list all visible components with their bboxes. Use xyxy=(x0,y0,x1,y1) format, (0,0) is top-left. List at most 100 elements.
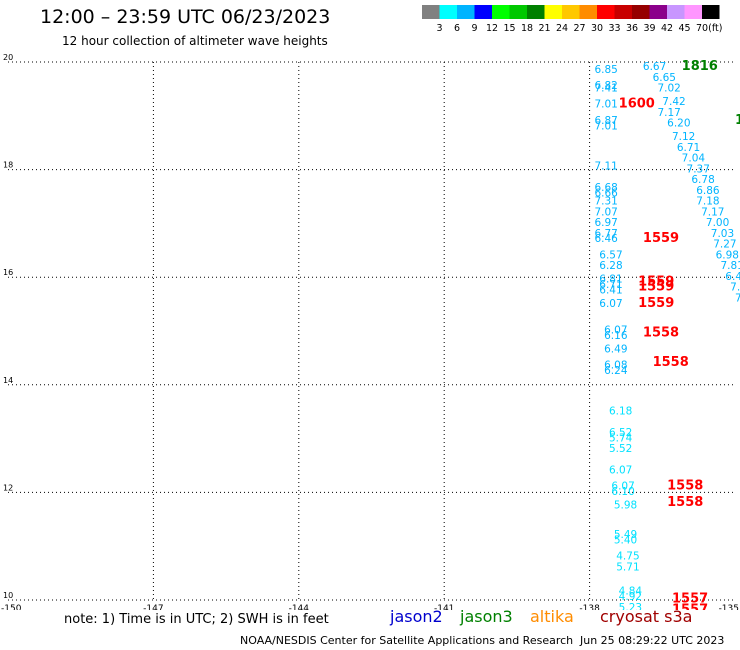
legend-swatch xyxy=(632,5,650,19)
wave-height-value: 6.24 xyxy=(604,365,628,377)
legend-swatch xyxy=(562,5,580,19)
pass-time-label: 1817 xyxy=(735,113,740,128)
legend-tick-label: 33 xyxy=(608,23,620,34)
legend-swatch xyxy=(579,5,597,19)
wave-height-value: 6.65 xyxy=(653,72,676,84)
wave-height-value: 6.71 xyxy=(599,279,622,291)
wave-height-value: 7.07 xyxy=(594,206,617,218)
wave-height-value: 7.17 xyxy=(701,206,724,218)
y-tick-label: 20 xyxy=(3,53,13,62)
pass-time-label: 1559 xyxy=(638,280,674,295)
legend-tick-label: 18 xyxy=(521,23,533,34)
x-tick-label: -138 xyxy=(579,604,600,610)
wave-height-value: 6.68 xyxy=(594,182,617,194)
wave-height-value: 6.07 xyxy=(611,481,634,493)
wave-height-value: 6.52 xyxy=(609,427,632,439)
wave-height-value: 6.66 xyxy=(594,188,618,200)
wave-height-value: 6.85 xyxy=(594,64,617,76)
wave-height-value: 7.12 xyxy=(672,131,695,143)
pass-time-label: 1559 xyxy=(638,274,674,289)
wave-height-value: 6.16 xyxy=(604,330,628,342)
wave-height-value: 6.67 xyxy=(643,61,666,73)
wave-height-value: 6.98 xyxy=(716,249,739,261)
wave-height-value: 6.87 xyxy=(594,115,617,127)
legend-swatch xyxy=(457,5,475,19)
legend-swatch xyxy=(684,5,702,19)
chart-subtitle: 12 hour collection of altimeter wave hei… xyxy=(62,34,328,48)
wave-height-value: 5.40 xyxy=(614,535,637,547)
legend-swatch xyxy=(649,5,667,19)
legend-swatch xyxy=(702,5,720,19)
wave-height-value: 7.81 xyxy=(720,260,740,272)
wave-height-value: 6.28 xyxy=(599,260,622,272)
x-tick-label: -144 xyxy=(289,604,310,610)
pass-time-label: 1558 xyxy=(667,495,703,510)
wave-height-value: 6.07 xyxy=(609,465,632,477)
wave-height-value: 6.20 xyxy=(667,118,690,130)
wave-height-value: 7.01 xyxy=(594,99,617,111)
wave-height-value: 4.92 xyxy=(619,591,642,603)
y-tick-label: 16 xyxy=(3,268,13,277)
pass-time-label: 1557 xyxy=(672,602,708,610)
wave-height-value: 5.98 xyxy=(614,500,637,512)
legend-tick-label: 42 xyxy=(661,23,673,34)
legend-tick-label: 45 xyxy=(678,23,690,34)
wave-height-value: 6.07 xyxy=(599,298,622,310)
legend-tick-label: 70 xyxy=(696,23,708,34)
pass-time-label: 1559 xyxy=(643,231,679,246)
wave-height-value: 7.45 xyxy=(730,282,740,294)
y-tick-label: 14 xyxy=(3,376,13,385)
wave-height-value: 5.52 xyxy=(609,443,632,455)
y-tick-label: 10 xyxy=(3,591,13,600)
legend-swatch xyxy=(597,5,615,19)
footer-note: note: 1) Time is in UTC; 2) SWH is in fe… xyxy=(64,612,329,627)
wave-height-value: 7.31 xyxy=(594,196,617,208)
legend-tick-label: 24 xyxy=(556,23,568,34)
wave-height-value: 6.78 xyxy=(691,174,714,186)
wave-height-value: 6.49 xyxy=(604,344,627,356)
wave-height-value: 7.03 xyxy=(711,228,734,240)
pass-time-label: 1558 xyxy=(667,479,703,494)
pass-time-label: 1557 xyxy=(672,592,708,607)
legend-tick-label: 30 xyxy=(591,23,603,34)
wave-height-value: 6.57 xyxy=(599,249,622,261)
chart-title: 12:00 – 23:59 UTC 06/23/2023 xyxy=(40,6,331,28)
wave-height-value: 6.08 xyxy=(604,360,627,372)
wave-height-value: 7.04 xyxy=(682,153,706,165)
legend-tick-label: 39 xyxy=(643,23,655,34)
legend-swatch xyxy=(509,5,527,19)
credit-text: NOAA/NESDIS Center for Satellite Applica… xyxy=(240,634,574,647)
wave-height-value: 6.81 xyxy=(599,274,622,286)
legend-swatch xyxy=(492,5,510,19)
wave-height-value: 6.97 xyxy=(594,217,617,229)
satellite-cryosat-label: cryosat s3a xyxy=(600,607,693,626)
wave-height-value: 7.11 xyxy=(594,161,617,173)
wave-height-value: 7.42 xyxy=(662,96,685,108)
wave-height-value: 5.71 xyxy=(616,561,639,573)
color-scale-legend: 3 6 9 12 15 18 21 24 27 30 33 36 39 42 45 70 (ft) xyxy=(422,5,723,34)
pass-time-label: 1816 xyxy=(682,59,718,74)
legend-tick-label: 9 xyxy=(471,23,477,34)
wave-height-value: 5.23 xyxy=(619,602,642,610)
wave-height-value: 6.41 xyxy=(599,284,622,296)
wave-height-value: 6.77 xyxy=(594,228,617,240)
pass-time-label: 1558 xyxy=(653,355,689,370)
wave-height-value: 6.46 xyxy=(594,233,618,245)
legend-swatch xyxy=(422,5,440,19)
x-tick-label: -150 xyxy=(1,604,22,610)
wave-height-value: 7.27 xyxy=(713,239,736,251)
wave-height-value: 4.84 xyxy=(619,586,643,598)
legend-tick-label: 3 xyxy=(436,23,442,34)
satellite-jason3-label: jason3 xyxy=(460,607,513,626)
wave-height-value: 7.02 xyxy=(657,83,680,95)
x-tick-label: -141 xyxy=(434,604,454,610)
satellite-altika-label: altika xyxy=(530,607,574,626)
wave-height-value: 6.07 xyxy=(604,325,627,337)
wave-height-value: 5.49 xyxy=(614,529,637,541)
pass-time-label: 1600 xyxy=(619,97,655,112)
legend-swatch xyxy=(527,5,545,19)
satellite-jason2-label: jason2 xyxy=(390,607,443,626)
legend-swatch xyxy=(439,5,457,19)
legend-tick-label: 6 xyxy=(454,23,460,34)
legend-tick-label: 36 xyxy=(626,23,638,34)
